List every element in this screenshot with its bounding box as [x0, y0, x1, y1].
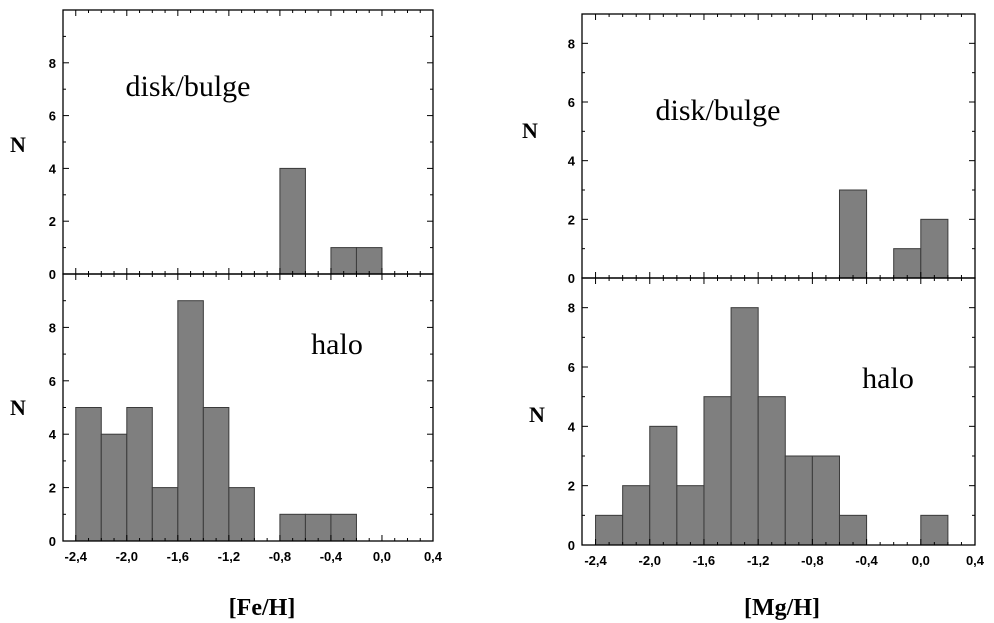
- bar: [703, 396, 732, 546]
- bar: [100, 433, 128, 542]
- x-tick-label: -1,6: [693, 553, 715, 568]
- bar: [304, 513, 332, 542]
- y-tick-label: 8: [568, 301, 575, 316]
- y-tick-label: 2: [49, 214, 56, 229]
- x-tick-label: -1,6: [167, 549, 189, 564]
- bar: [622, 485, 651, 546]
- y-tick-label: 6: [568, 360, 575, 375]
- bar: [757, 396, 786, 546]
- x-axis-label: [Mg/H]: [744, 595, 820, 621]
- y-tick-label: 0: [49, 267, 56, 282]
- bar: [838, 189, 868, 279]
- x-tick-label: 0,0: [912, 553, 930, 568]
- y-tick-label: 8: [49, 56, 56, 71]
- y-tick-label: 4: [49, 427, 57, 442]
- bar: [893, 248, 922, 279]
- y-axis-label: N: [10, 132, 26, 157]
- y-axis-label: N: [10, 395, 26, 420]
- panel-annotation: disk/bulge: [126, 70, 251, 103]
- y-tick-label: 0: [49, 534, 56, 549]
- y-tick-label: 6: [49, 374, 56, 389]
- bar: [279, 167, 306, 275]
- bar: [330, 247, 357, 275]
- bar: [279, 513, 306, 542]
- y-tick-label: 6: [568, 95, 575, 110]
- x-tick-label: 0,4: [424, 549, 443, 564]
- bar: [811, 455, 840, 546]
- bar: [649, 425, 678, 546]
- y-tick-label: 8: [49, 320, 56, 335]
- plot-frame: [62, 9, 434, 275]
- x-tick-label: -0,8: [801, 553, 823, 568]
- y-tick-label: 4: [568, 154, 576, 169]
- x-tick-label: -1,2: [747, 553, 769, 568]
- bar: [920, 514, 949, 546]
- bar: [228, 487, 255, 542]
- bar: [838, 514, 868, 546]
- plot-frame: [581, 13, 976, 279]
- x-tick-label: -0,4: [855, 553, 878, 568]
- bar: [202, 407, 230, 542]
- y-tick-label: 2: [568, 479, 575, 494]
- y-tick-label: 2: [49, 481, 56, 496]
- plot-frame: [581, 277, 976, 546]
- x-tick-label: 0,4: [966, 553, 985, 568]
- y-tick-label: 0: [568, 538, 575, 553]
- bar: [784, 455, 813, 546]
- x-tick-label: -2,0: [116, 549, 138, 564]
- bar: [126, 407, 153, 542]
- bar: [151, 487, 179, 542]
- bar: [330, 513, 357, 542]
- x-tick-label: -2,4: [584, 553, 607, 568]
- panel-annotation: halo: [311, 328, 363, 361]
- x-tick-label: -2,0: [639, 553, 661, 568]
- left-bottom-panel: 0 2 4 6 8 -2,4 -2,0 -1,6 -1,2 -0,8 -0,4 0,0 0,4 Nhalo…: [10, 273, 443, 621]
- y-tick-label: 8: [568, 36, 575, 51]
- y-tick-label: 0: [568, 271, 575, 286]
- x-tick-label: -0,4: [320, 549, 343, 564]
- right-bottom-panel: 0 2 4 6 8 -2,4 -2,0 -1,6 -1,2 -0,8 -0,4 0,0 0,4 Nhalo…: [529, 277, 985, 621]
- x-tick-label: -2,4: [65, 549, 88, 564]
- y-tick-label: 2: [568, 212, 575, 227]
- bar: [676, 485, 705, 546]
- x-tick-label: -1,2: [218, 549, 240, 564]
- y-axis-label: N: [522, 118, 538, 143]
- bar: [920, 218, 949, 279]
- bar: [355, 247, 383, 275]
- panel-annotation: disk/bulge: [656, 94, 781, 127]
- y-tick-label: 4: [49, 161, 57, 176]
- panel-annotation: halo: [862, 362, 914, 395]
- bar: [595, 514, 624, 546]
- y-tick-label: 6: [49, 109, 56, 124]
- x-tick-label: 0,0: [373, 549, 391, 564]
- y-tick-label: 4: [568, 419, 576, 434]
- bar: [177, 300, 204, 542]
- bar: [730, 307, 759, 546]
- bar: [75, 407, 102, 542]
- x-axis-label: [Fe/H]: [229, 595, 296, 621]
- y-axis-label: N: [529, 402, 545, 427]
- x-tick-label: -0,8: [269, 549, 291, 564]
